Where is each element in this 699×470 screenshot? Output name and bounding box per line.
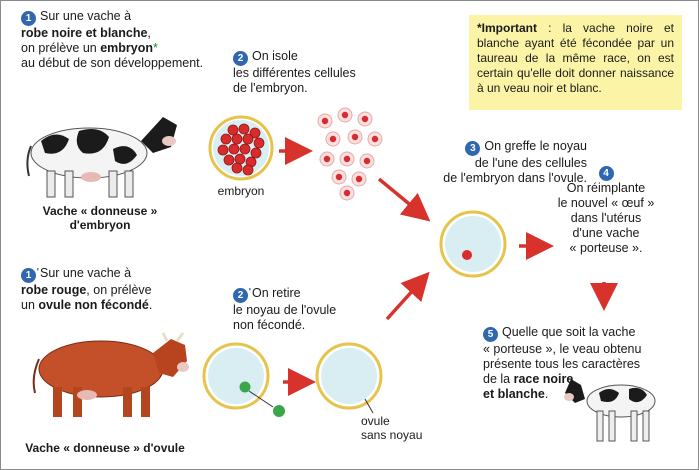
caption-ovule-sans-noyau: ovule sans noyau xyxy=(361,414,423,442)
step-4-badge: 4 xyxy=(598,166,614,181)
step-5-badge: 5 xyxy=(483,327,498,342)
step-2-prime-text: 2On retire le noyau de l'ovule non fécon… xyxy=(233,285,383,333)
step-2-badge: 2 xyxy=(233,51,248,66)
red-cow-icon xyxy=(32,332,189,417)
arrow-icon xyxy=(385,271,430,321)
step-2-text: 2 On isole les différentes cellules de l'… xyxy=(233,49,356,95)
step-3-badge: 3 xyxy=(465,141,481,156)
step-4-text: 4 On réimplante le nouvel « œuf » dans l… xyxy=(557,166,655,255)
step-2-prime-badge: 2 xyxy=(233,285,251,303)
note-label: *Important xyxy=(477,21,537,35)
arrow-icon xyxy=(377,177,431,222)
step-1-text: 1 Sur une vache à robe noire et blanche, … xyxy=(21,9,204,70)
step-1-badge: 1 xyxy=(21,11,36,26)
caption-embryon: embryon xyxy=(217,184,265,198)
embryo-icon xyxy=(208,115,274,181)
caption-donor-embryo: Vache « donneuse » d'embryon xyxy=(42,204,158,232)
grafted-egg-icon xyxy=(439,210,507,278)
note-text: : la vache noire et blanche ayant été fé… xyxy=(477,21,674,95)
black-white-cow-icon xyxy=(26,117,177,198)
step-5-text: 5 Quelle que soit la vache « porteuse », … xyxy=(483,325,642,401)
ovule-without-nucleus-icon xyxy=(315,342,383,414)
calf-icon xyxy=(564,379,656,442)
separated-cells-icon xyxy=(317,107,383,201)
step-3-text: 3 On greffe le noyau de l'une des cellule… xyxy=(443,139,587,185)
process-arrows xyxy=(279,137,618,396)
ovule-with-nucleus-icon xyxy=(202,342,285,417)
step-1-prime-badge: 1 xyxy=(21,265,39,283)
important-note: *Important : la vache noire et blanche a… xyxy=(469,15,682,110)
caption-donor-ovule: Vache « donneuse » d'ovule xyxy=(25,441,185,455)
